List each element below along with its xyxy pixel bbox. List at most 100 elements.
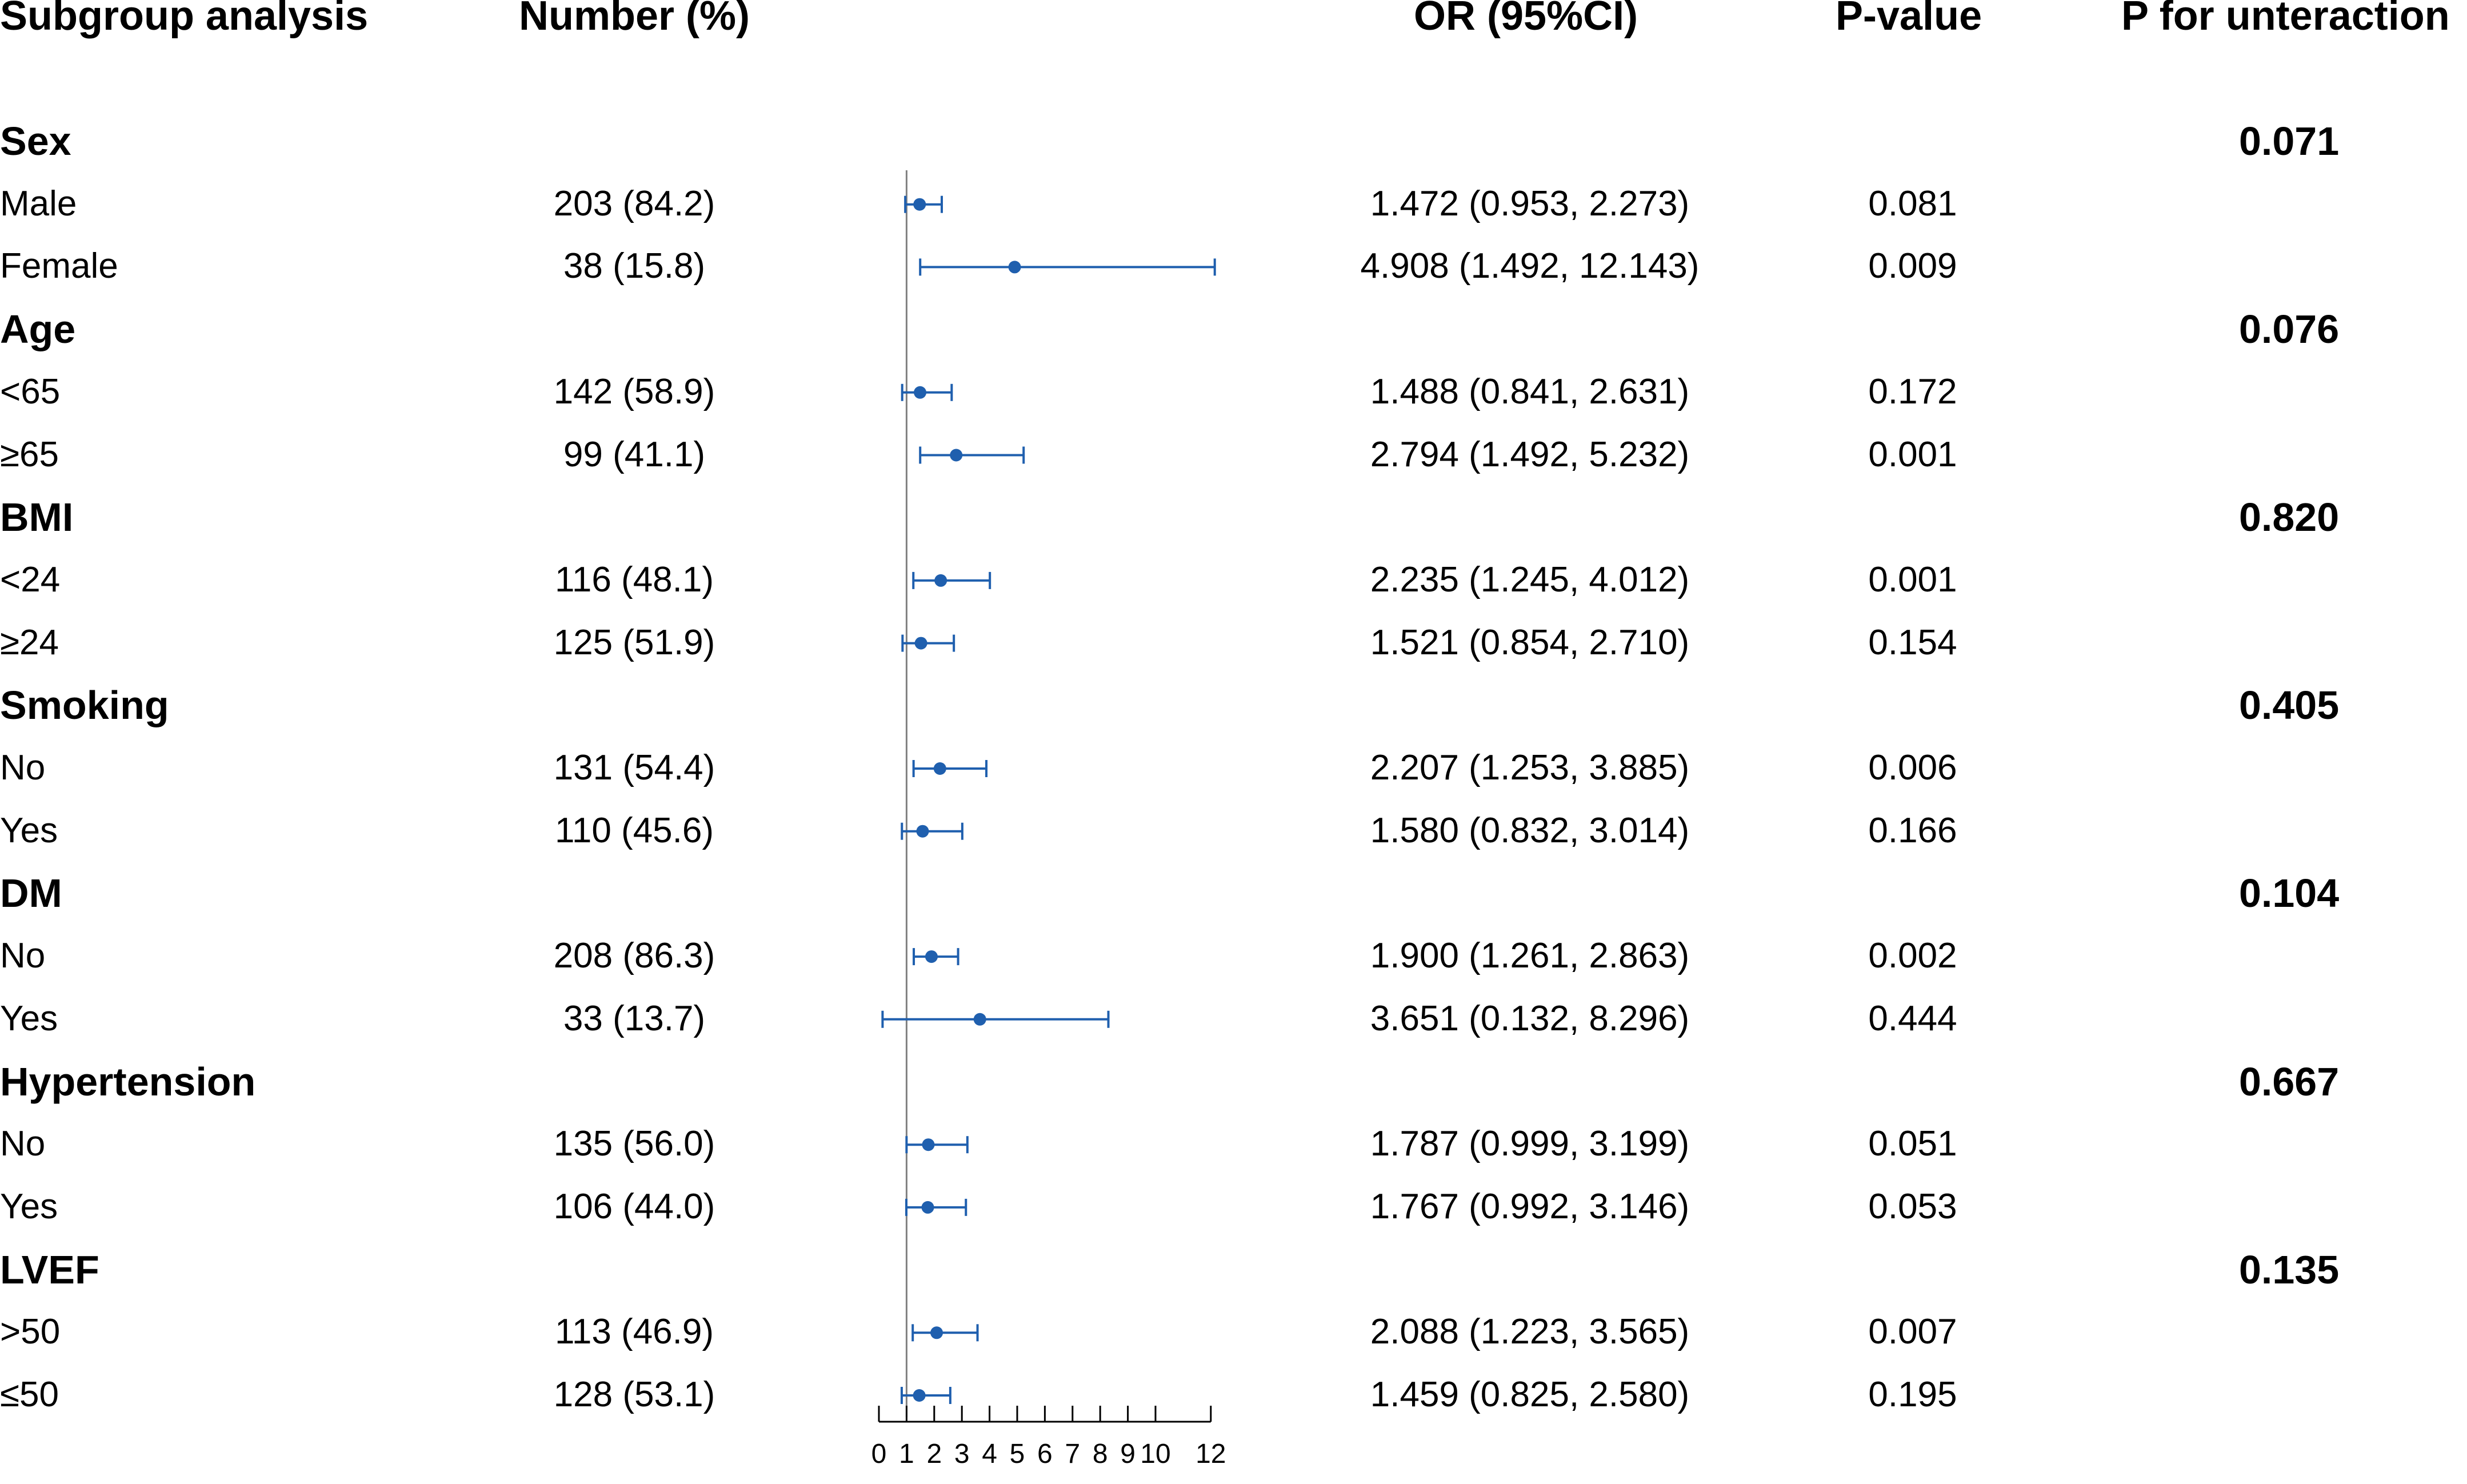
or-ci-cell: 4.908 (1.492, 12.143) — [1360, 246, 1700, 286]
subgroup-label: Yes — [0, 998, 58, 1038]
p-interaction-value: 0.135 — [2239, 1247, 2340, 1292]
p-interaction-value: 0.104 — [2239, 871, 2340, 916]
or-ci-cell: 1.521 (0.854, 2.710) — [1370, 622, 1690, 662]
p-value-cell: 0.172 — [1868, 371, 1957, 411]
p-interaction-value: 0.820 — [2239, 495, 2340, 540]
header-p-interaction: P for unteraction — [2121, 0, 2450, 39]
or-point — [921, 1201, 934, 1214]
x-tick-label: 1 — [899, 1439, 914, 1469]
p-interaction-value: 0.405 — [2239, 683, 2340, 728]
group-label: Smoking — [0, 683, 169, 728]
or-ci-cell: 1.767 (0.992, 3.146) — [1370, 1186, 1690, 1226]
p-interaction-value: 0.076 — [2239, 307, 2340, 352]
or-ci-cell: 1.472 (0.953, 2.273) — [1370, 183, 1690, 223]
x-tick-label: 10 — [1140, 1439, 1170, 1469]
p-interaction-value: 0.667 — [2239, 1059, 2340, 1104]
subgroup-label: ≤50 — [0, 1375, 59, 1414]
or-ci-cell: 3.651 (0.132, 8.296) — [1370, 998, 1690, 1038]
or-ci-cell: 2.794 (1.492, 5.232) — [1370, 434, 1690, 474]
x-tick-label: 6 — [1037, 1439, 1053, 1469]
subgroup-label: <65 — [0, 371, 61, 411]
p-value-cell: 0.081 — [1868, 183, 1957, 223]
subgroup-label: No — [0, 1124, 46, 1164]
number-cell: 125 (51.9) — [553, 622, 715, 662]
or-ci-cell: 1.459 (0.825, 2.580) — [1370, 1375, 1690, 1414]
subgroup-label: >50 — [0, 1312, 61, 1352]
x-tick-label: 8 — [1093, 1439, 1108, 1469]
p-value-cell: 0.053 — [1868, 1186, 1957, 1226]
p-value-cell: 0.001 — [1868, 559, 1957, 599]
p-value-cell: 0.166 — [1868, 810, 1957, 850]
or-point — [922, 1138, 935, 1151]
x-tick-label: 0 — [871, 1439, 887, 1469]
number-cell: 33 (13.7) — [563, 998, 706, 1038]
p-value-cell: 0.006 — [1868, 748, 1957, 787]
or-point — [916, 825, 929, 838]
x-tick-label: 4 — [982, 1439, 997, 1469]
p-value-cell: 0.009 — [1868, 246, 1957, 286]
number-cell: 106 (44.0) — [553, 1186, 715, 1226]
number-cell: 38 (15.8) — [563, 246, 706, 286]
number-cell: 142 (58.9) — [553, 371, 715, 411]
header-or: OR (95%CI) — [1414, 0, 1638, 39]
subgroup-label: ≥24 — [0, 622, 59, 662]
or-ci-cell: 2.207 (1.253, 3.885) — [1370, 748, 1690, 787]
or-ci-cell: 1.580 (0.832, 3.014) — [1370, 810, 1690, 850]
number-cell: 116 (48.1) — [554, 559, 714, 599]
or-point — [1008, 261, 1021, 274]
or-point — [925, 950, 938, 963]
p-value-cell: 0.154 — [1868, 622, 1957, 662]
p-value-cell: 0.002 — [1868, 936, 1957, 976]
or-point — [930, 1326, 943, 1339]
number-cell: 110 (45.6) — [554, 810, 714, 850]
subgroup-label: No — [0, 936, 46, 976]
x-tick-label: 7 — [1065, 1439, 1080, 1469]
x-tick-label: 3 — [954, 1439, 970, 1469]
or-point — [913, 1389, 926, 1402]
or-point — [934, 574, 947, 587]
or-point — [914, 386, 927, 399]
group-label: Sex — [0, 119, 71, 163]
subgroup-label: Male — [0, 183, 77, 223]
subgroup-label: <24 — [0, 559, 61, 599]
number-cell: 128 (53.1) — [553, 1375, 715, 1414]
or-point — [973, 1013, 986, 1026]
number-cell: 135 (56.0) — [553, 1124, 715, 1164]
subgroup-label: ≥65 — [0, 434, 59, 474]
p-value-cell: 0.007 — [1868, 1312, 1957, 1352]
number-cell: 208 (86.3) — [553, 936, 715, 976]
group-label: Age — [0, 307, 76, 352]
number-cell: 99 (41.1) — [563, 434, 706, 474]
group-label: BMI — [0, 495, 74, 540]
subgroup-label: No — [0, 748, 46, 787]
p-value-cell: 0.195 — [1868, 1375, 1957, 1414]
number-cell: 131 (54.4) — [553, 748, 715, 787]
x-tick-label: 9 — [1120, 1439, 1135, 1469]
or-ci-cell: 1.787 (0.999, 3.199) — [1370, 1124, 1690, 1164]
group-label: LVEF — [0, 1247, 99, 1292]
or-ci-cell: 1.488 (0.841, 2.631) — [1370, 371, 1690, 411]
x-tick-label: 12 — [1195, 1439, 1226, 1469]
subgroup-label: Yes — [0, 1186, 58, 1226]
or-point — [914, 637, 927, 650]
p-value-cell: 0.001 — [1868, 434, 1957, 474]
or-ci-cell: 2.088 (1.223, 3.565) — [1370, 1312, 1690, 1352]
header-number: Number (%) — [519, 0, 750, 39]
header-subgroup: Subgroup analysis — [0, 0, 369, 39]
or-ci-cell: 1.900 (1.261, 2.863) — [1370, 936, 1690, 976]
p-value-cell: 0.444 — [1868, 998, 1957, 1038]
or-point — [950, 449, 963, 462]
group-label: DM — [0, 871, 62, 916]
x-tick-label: 5 — [1010, 1439, 1025, 1469]
p-value-cell: 0.051 — [1868, 1124, 1957, 1164]
or-point — [933, 762, 946, 775]
subgroup-label: Female — [0, 246, 118, 286]
number-cell: 203 (84.2) — [553, 183, 715, 223]
number-cell: 113 (46.9) — [554, 1312, 714, 1352]
or-ci-cell: 2.235 (1.245, 4.012) — [1370, 559, 1690, 599]
subgroup-label: Yes — [0, 810, 58, 850]
header-pvalue: P-value — [1836, 0, 1982, 39]
x-tick-label: 2 — [926, 1439, 942, 1469]
p-interaction-value: 0.071 — [2239, 119, 2340, 163]
